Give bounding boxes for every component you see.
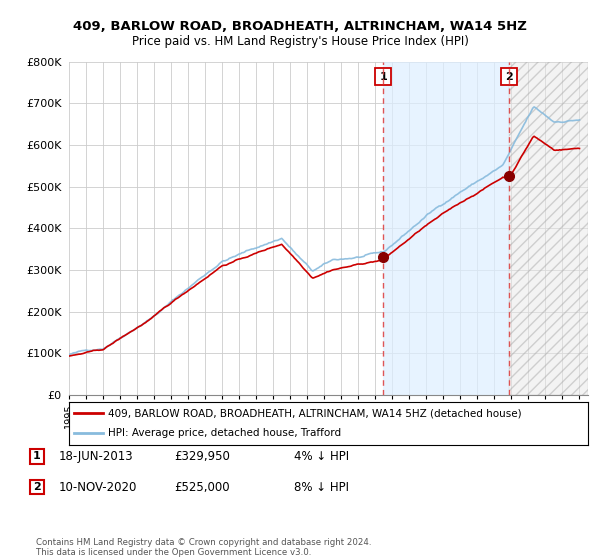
Text: 10-NOV-2020: 10-NOV-2020 <box>59 480 137 494</box>
Text: 2: 2 <box>33 482 41 492</box>
Text: 409, BARLOW ROAD, BROADHEATH, ALTRINCHAM, WA14 5HZ: 409, BARLOW ROAD, BROADHEATH, ALTRINCHAM… <box>73 20 527 32</box>
Text: 8% ↓ HPI: 8% ↓ HPI <box>294 480 349 494</box>
Text: 4% ↓ HPI: 4% ↓ HPI <box>294 450 349 463</box>
Text: 1: 1 <box>33 451 41 461</box>
Text: Contains HM Land Registry data © Crown copyright and database right 2024.
This d: Contains HM Land Registry data © Crown c… <box>36 538 371 557</box>
Bar <box>383 62 509 395</box>
Text: £525,000: £525,000 <box>174 480 230 494</box>
Text: 1: 1 <box>379 72 387 82</box>
Text: 2: 2 <box>505 72 513 82</box>
Text: Price paid vs. HM Land Registry's House Price Index (HPI): Price paid vs. HM Land Registry's House … <box>131 35 469 48</box>
Text: 18-JUN-2013: 18-JUN-2013 <box>59 450 133 463</box>
Bar <box>509 62 588 395</box>
Text: HPI: Average price, detached house, Trafford: HPI: Average price, detached house, Traf… <box>108 428 341 438</box>
Text: £329,950: £329,950 <box>174 450 230 463</box>
Text: 409, BARLOW ROAD, BROADHEATH, ALTRINCHAM, WA14 5HZ (detached house): 409, BARLOW ROAD, BROADHEATH, ALTRINCHAM… <box>108 408 521 418</box>
